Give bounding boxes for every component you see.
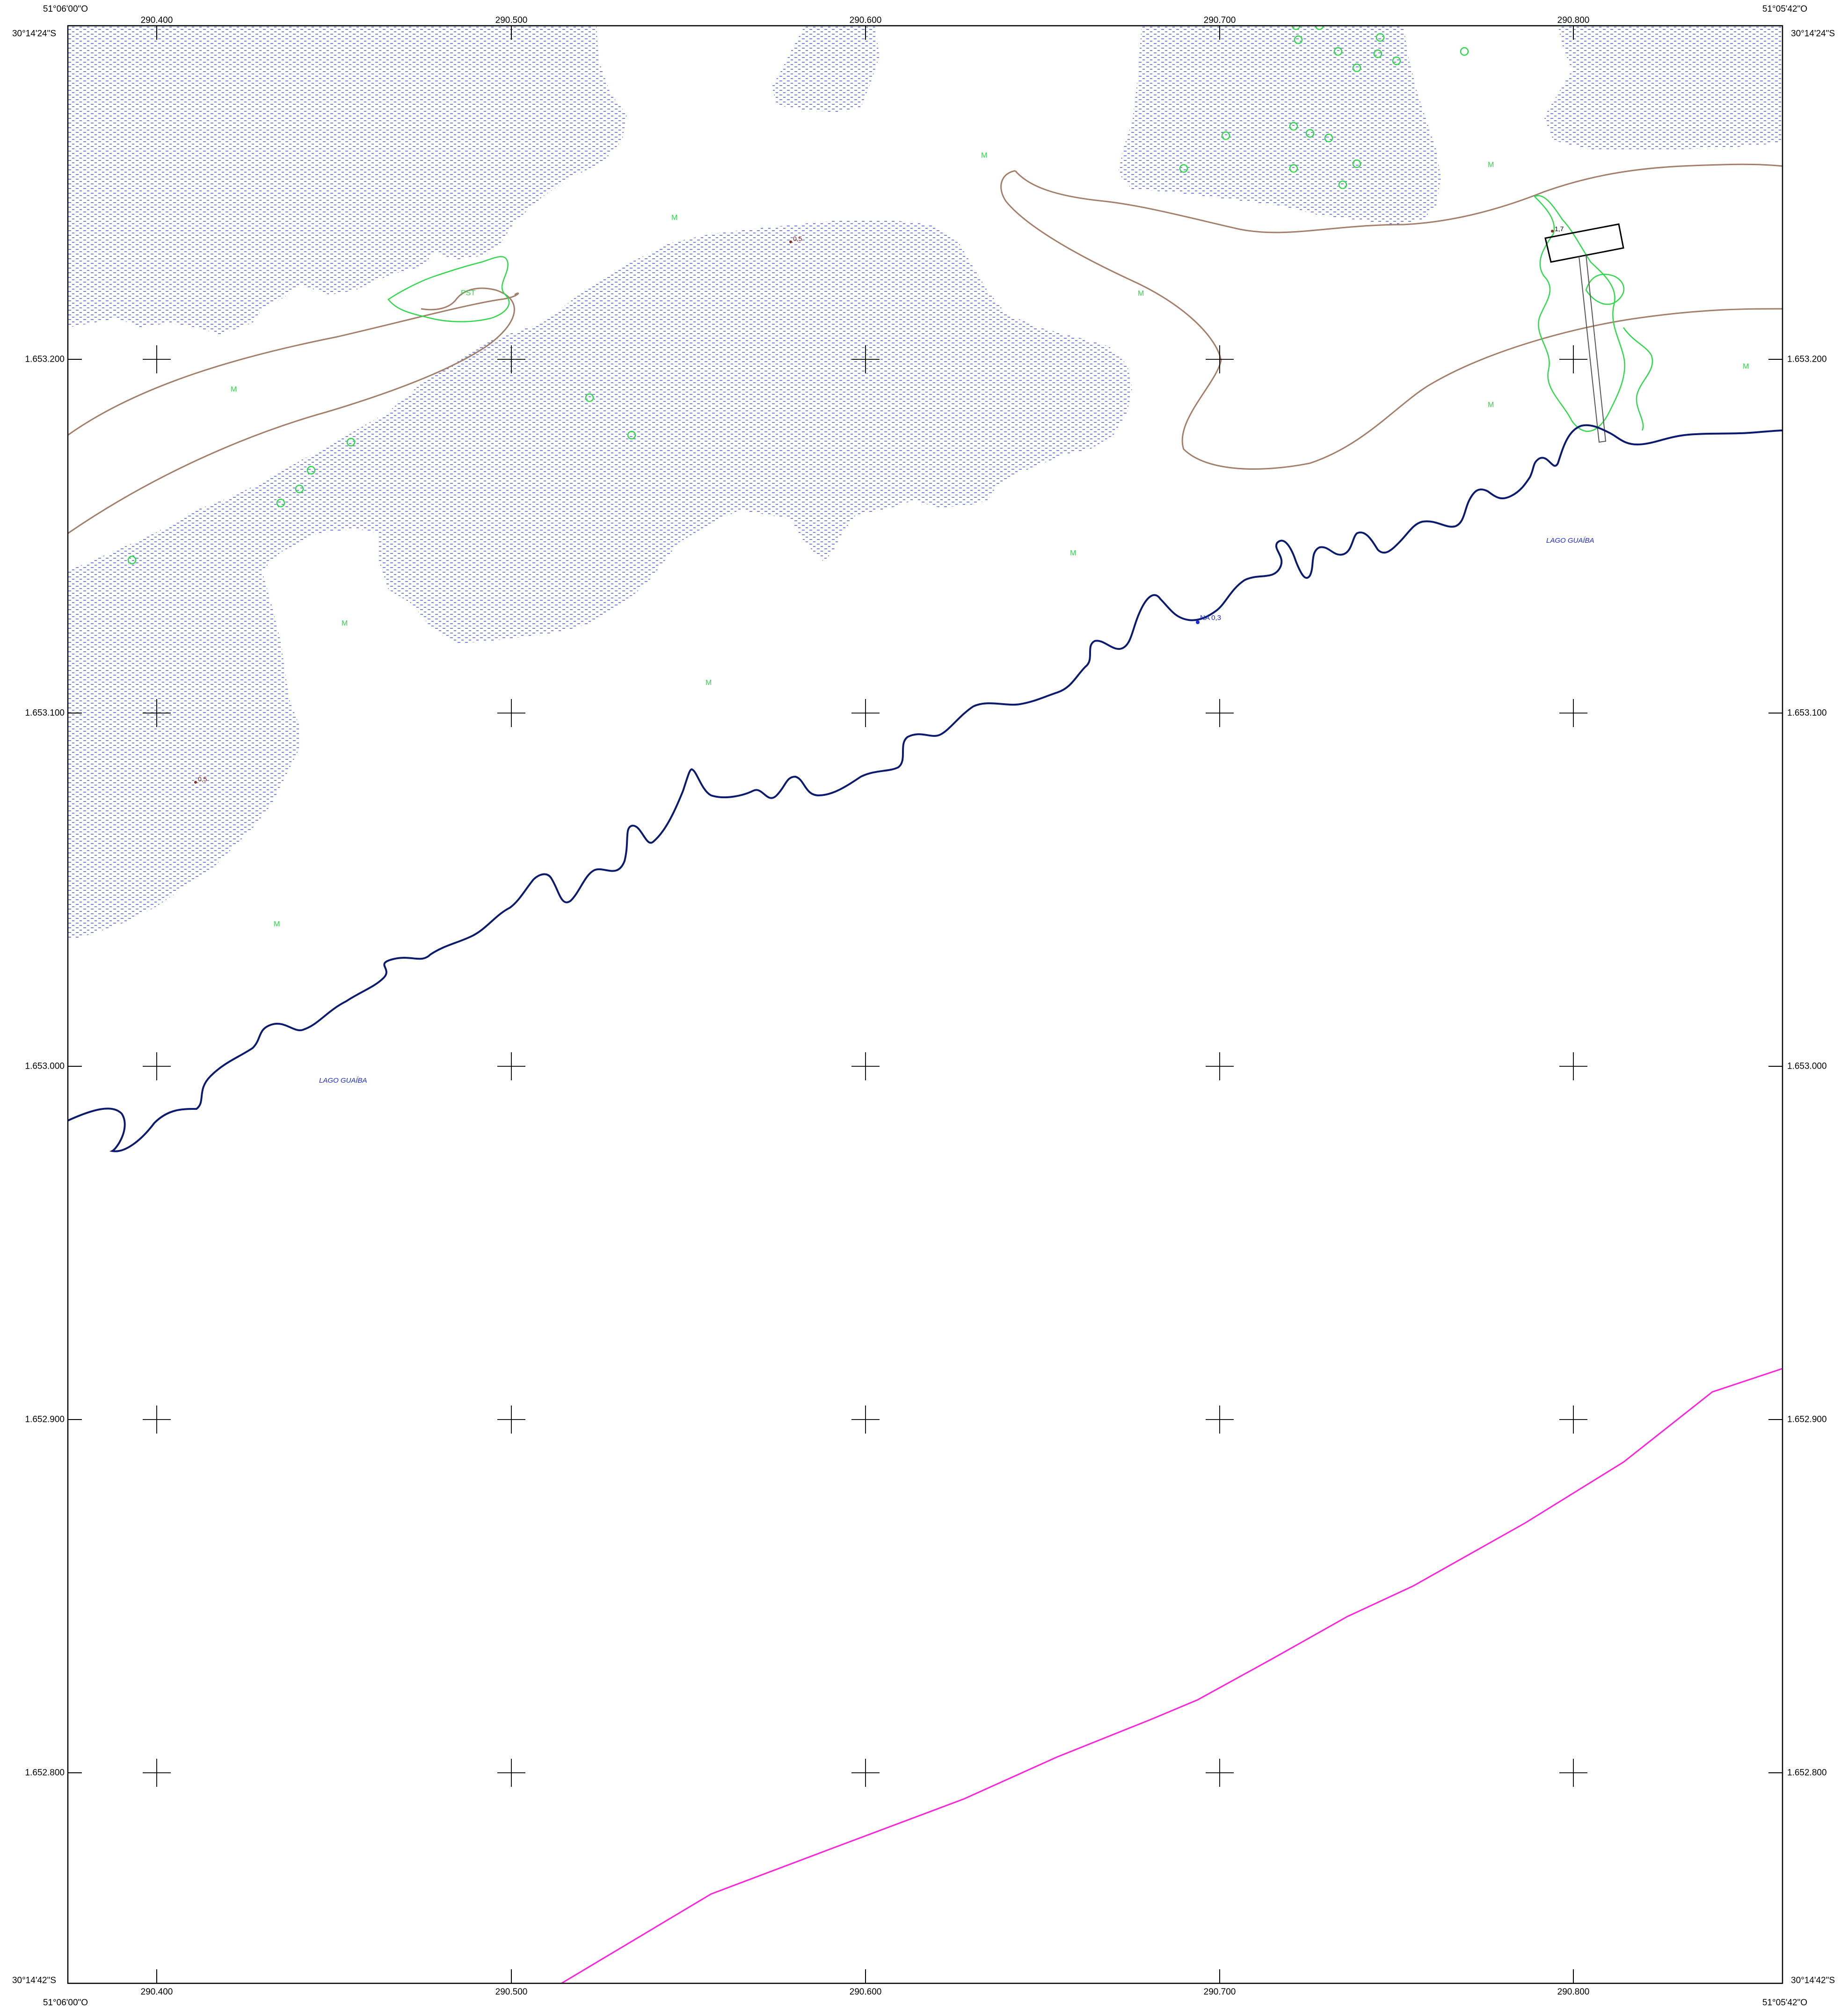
marsh-symbol: M bbox=[274, 920, 280, 928]
corner-bottom-right-lat: 30°14'42"S bbox=[1791, 1975, 1835, 1986]
map-frame bbox=[67, 25, 1783, 1984]
plus-cross-icon bbox=[143, 345, 171, 373]
corner-top-left-lon: 51°06'00"O bbox=[43, 4, 88, 14]
corner-top-left-lat: 30°14'24"S bbox=[12, 29, 56, 39]
corner-bottom-left-lat: 30°14'42"S bbox=[12, 1975, 56, 1986]
contour-line bbox=[68, 292, 519, 436]
northing-label-right: 1.652.900 bbox=[1787, 1414, 1827, 1425]
plus-cross-icon bbox=[851, 1406, 880, 1434]
marsh-area-top-mid bbox=[772, 26, 880, 112]
plus-cross-icon bbox=[1559, 1052, 1587, 1080]
spot-height-dot bbox=[1551, 230, 1554, 233]
plus-cross-icon bbox=[851, 345, 880, 373]
plus-cross-icon bbox=[1206, 1052, 1234, 1080]
plus-cross-icon bbox=[1206, 345, 1234, 373]
spot-height-dot bbox=[789, 240, 792, 243]
spot-height-dot bbox=[194, 781, 197, 784]
marsh-area-left bbox=[68, 26, 627, 335]
northing-label-right: 1.653.000 bbox=[1787, 1061, 1827, 1071]
marsh-area-center bbox=[68, 220, 1132, 940]
tree-circle-icon-group bbox=[127, 26, 1469, 565]
spot-height-label: 0,5 bbox=[198, 775, 207, 783]
northing-label-left: 1.653.100 bbox=[25, 708, 65, 718]
water-level-dot bbox=[1196, 620, 1200, 624]
vegetation-outline bbox=[1585, 274, 1624, 305]
shoreline bbox=[68, 424, 1783, 1152]
contour-line bbox=[68, 287, 515, 534]
plus-cross-icon bbox=[851, 699, 880, 727]
corner-top-right-lon: 51°05'42"O bbox=[1762, 4, 1808, 14]
vegetation-outline bbox=[1533, 195, 1625, 432]
easting-label-bottom: 290.400 bbox=[140, 1987, 173, 1997]
northing-label-right: 1.652.800 bbox=[1787, 1768, 1827, 1778]
marsh-symbol: M bbox=[1488, 161, 1494, 169]
plus-cross-icon bbox=[143, 699, 171, 727]
pier bbox=[1579, 255, 1607, 443]
plus-cross-icon bbox=[1559, 1406, 1587, 1434]
easting-label-bottom: 290.500 bbox=[495, 1987, 528, 1997]
marsh-symbol: M bbox=[671, 214, 678, 222]
marsh-symbol: M bbox=[706, 679, 712, 687]
northing-label-right: 1.653.100 bbox=[1787, 708, 1827, 718]
marsh-symbol: M bbox=[231, 386, 237, 393]
plus-cross-icon bbox=[143, 1759, 171, 1787]
plus-cross-icon bbox=[497, 1759, 525, 1787]
marsh-symbol: M bbox=[342, 619, 348, 627]
marsh-symbol: M bbox=[1138, 290, 1144, 298]
building-outline-icon bbox=[1544, 223, 1624, 263]
corner-bottom-right-lon: 51°05'42"O bbox=[1762, 1998, 1808, 2008]
plus-cross-icon bbox=[497, 1406, 525, 1434]
northing-label-left: 1.653.200 bbox=[25, 354, 65, 364]
contour-line bbox=[1014, 163, 1783, 233]
spot-height-label: 1,7 bbox=[1555, 225, 1564, 233]
plus-cross-icon bbox=[1559, 1759, 1587, 1787]
lake-label: LAGO GUAÍBA bbox=[1546, 537, 1594, 545]
easting-label-top: 290.800 bbox=[1557, 15, 1590, 25]
lake-label: LAGO GUAÍBA bbox=[319, 1077, 367, 1085]
plus-cross-icon bbox=[1559, 699, 1587, 727]
northing-label-left: 1.652.900 bbox=[25, 1414, 65, 1425]
plus-cross-icon bbox=[1206, 1759, 1234, 1787]
marsh-area-top-far-right bbox=[1544, 26, 1783, 150]
plus-cross-icon bbox=[497, 1052, 525, 1080]
marsh-symbol: M bbox=[1488, 401, 1494, 409]
plus-cross-icon bbox=[851, 1052, 880, 1080]
northing-label-left: 1.653.000 bbox=[25, 1061, 65, 1071]
plus-cross-icon bbox=[1206, 1406, 1234, 1434]
corner-top-right-lat: 30°14'24"S bbox=[1791, 29, 1835, 39]
plus-cross-icon bbox=[1559, 345, 1587, 373]
plus-cross-icon bbox=[851, 1759, 880, 1787]
contour-line bbox=[1000, 170, 1783, 470]
pst-label: PST bbox=[461, 289, 476, 297]
frame-ticks bbox=[68, 26, 1783, 1983]
marsh-area-top-right bbox=[1118, 26, 1441, 225]
easting-label-top: 290.600 bbox=[849, 15, 882, 25]
easting-label-bottom: 290.600 bbox=[849, 1987, 882, 1997]
easting-label-bottom: 290.800 bbox=[1557, 1987, 1590, 1997]
easting-label-top: 290.700 bbox=[1203, 15, 1236, 25]
marsh-symbol: M bbox=[981, 152, 988, 160]
northing-label-right: 1.653.200 bbox=[1787, 354, 1827, 364]
northing-label-left: 1.652.800 bbox=[25, 1768, 65, 1778]
vegetation-outline bbox=[1622, 327, 1653, 431]
easting-label-bottom: 290.700 bbox=[1203, 1987, 1236, 1997]
plus-cross-icon bbox=[497, 699, 525, 727]
easting-label-top: 290.500 bbox=[495, 15, 528, 25]
plus-cross-icon-group bbox=[143, 345, 1587, 1787]
plus-cross-icon bbox=[497, 345, 525, 373]
corner-bottom-left-lon: 51°06'00"O bbox=[43, 1998, 88, 2008]
spot-height-label: 0,5 bbox=[793, 235, 802, 242]
boundary-line bbox=[561, 1368, 1783, 1983]
plus-cross-icon bbox=[143, 1052, 171, 1080]
easting-label-top: 290.400 bbox=[140, 15, 173, 25]
plus-cross-icon bbox=[143, 1406, 171, 1434]
marsh-symbol: M bbox=[1743, 363, 1749, 371]
water-level-label: NA 0,3 bbox=[1200, 614, 1222, 622]
marsh-symbol: M bbox=[1070, 549, 1077, 557]
vegetation-outline bbox=[387, 256, 510, 322]
plus-cross-icon bbox=[1206, 699, 1234, 727]
